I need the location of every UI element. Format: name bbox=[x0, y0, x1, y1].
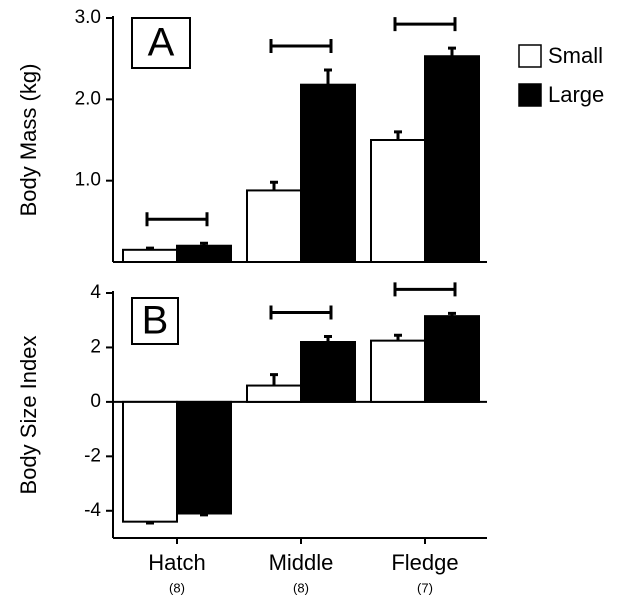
error-bar bbox=[324, 335, 332, 342]
bar bbox=[300, 83, 356, 264]
category-note: (7) bbox=[417, 580, 433, 595]
error-bar bbox=[146, 521, 154, 525]
panel-label: B bbox=[142, 299, 169, 343]
bar bbox=[176, 244, 232, 264]
y-tick-label: -4 bbox=[84, 500, 101, 521]
error-bar bbox=[270, 373, 278, 386]
legend-label: Large bbox=[548, 82, 604, 107]
bar bbox=[122, 400, 178, 523]
bar bbox=[300, 341, 356, 403]
error-bar bbox=[270, 180, 278, 191]
error-bar bbox=[394, 130, 402, 140]
panel-box bbox=[131, 297, 179, 345]
y-tick-label: 0 bbox=[90, 391, 101, 412]
panel-box bbox=[131, 17, 191, 69]
x-tick-label: Middle bbox=[269, 550, 334, 575]
significance-bracket bbox=[393, 282, 457, 297]
error-bar bbox=[448, 311, 456, 317]
significance-bracket bbox=[269, 305, 333, 320]
y-tick-label: 4 bbox=[90, 282, 101, 303]
y-tick-label: -2 bbox=[84, 445, 101, 466]
bar bbox=[122, 248, 178, 264]
legend-swatch bbox=[518, 44, 542, 68]
bar bbox=[424, 55, 480, 263]
legend-label: Small bbox=[548, 43, 603, 68]
y-tick-label: 1.0 bbox=[75, 170, 101, 191]
bar bbox=[370, 339, 426, 403]
error-bar bbox=[200, 513, 208, 517]
significance-bracket bbox=[393, 17, 457, 32]
error-bar bbox=[394, 333, 402, 341]
y-axis-label: Body Mass (kg) bbox=[16, 64, 41, 217]
error-bar bbox=[324, 68, 332, 85]
error-bar bbox=[146, 246, 154, 250]
bar bbox=[370, 139, 426, 263]
x-tick-label: Hatch bbox=[148, 550, 205, 575]
y-tick-label: 2.0 bbox=[75, 88, 101, 109]
y-tick-label: 2 bbox=[90, 336, 101, 357]
bar bbox=[246, 384, 302, 403]
legend-swatch bbox=[518, 83, 542, 107]
bar bbox=[424, 315, 480, 403]
y-tick-label: 3.0 bbox=[75, 7, 101, 28]
bar bbox=[246, 189, 302, 263]
category-note: (8) bbox=[169, 580, 185, 595]
category-note: (8) bbox=[293, 580, 309, 595]
significance-bracket bbox=[145, 212, 209, 227]
x-tick-label: Fledge bbox=[391, 550, 458, 575]
error-bar bbox=[200, 241, 208, 246]
bar bbox=[176, 400, 232, 515]
y-axis-label: Body Size Index bbox=[16, 336, 41, 495]
error-bar bbox=[448, 46, 456, 57]
panel-label: A bbox=[148, 21, 175, 65]
significance-bracket bbox=[269, 39, 333, 54]
